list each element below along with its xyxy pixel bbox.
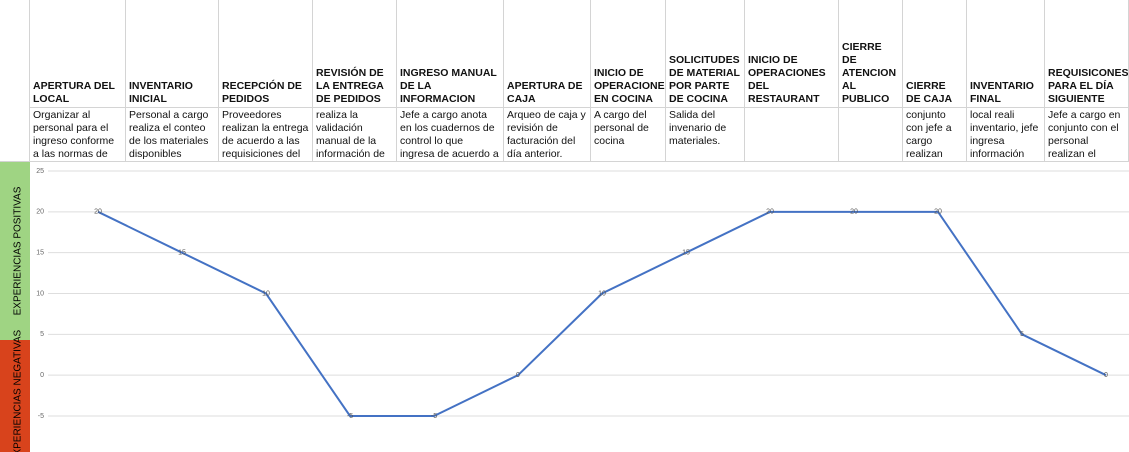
description-cell: A cargo del personal de cocina bbox=[591, 108, 666, 162]
data-label: 15 bbox=[682, 250, 690, 257]
column-header: INICIO DE OPERACIONES DEL RESTAURANT bbox=[745, 0, 839, 108]
description-cell: Personal a cargo realiza el conteo de lo… bbox=[126, 108, 219, 162]
column-header: REVISIÓN DE LA ENTREGA DE PEDIDOS bbox=[313, 0, 397, 108]
description-cell: local reali inventario, jefe ingresa inf… bbox=[967, 108, 1045, 162]
data-label: -5 bbox=[431, 413, 437, 420]
header-text: APERTURA DEL LOCAL bbox=[33, 80, 115, 105]
y-tick-label: 25 bbox=[36, 168, 44, 175]
description-cell bbox=[839, 108, 903, 162]
data-label: 20 bbox=[94, 209, 102, 216]
description-cell: Jefe a cargo anota en los cuadernos de c… bbox=[397, 108, 504, 162]
y-tick-label: 0 bbox=[40, 372, 44, 379]
data-label: 0 bbox=[1104, 372, 1108, 379]
column-header: INGRESO MANUAL DE LA INFORMACION bbox=[397, 0, 504, 108]
column-header: CIERRE DE ATENCION AL PUBLICO bbox=[839, 0, 903, 108]
description-cell: realiza la validación manual de la infor… bbox=[313, 108, 397, 162]
description-cell: conjunto con jefe a cargo realizan arque… bbox=[903, 108, 967, 162]
data-label: 20 bbox=[766, 209, 774, 216]
description-cell: Salida del invenario de materiales. bbox=[666, 108, 745, 162]
header-text: APERTURA DE CAJA bbox=[507, 80, 583, 105]
header-text: INICIO DE OPERACIONES DEL RESTAURANT bbox=[748, 54, 826, 105]
column-header: INICIO DE OPERACIONES EN COCINA bbox=[591, 0, 666, 108]
column-header: CIERRE DE CAJA bbox=[903, 0, 967, 108]
y-tick-label: -5 bbox=[38, 413, 44, 420]
y-tick-label: 10 bbox=[36, 290, 44, 297]
negative-label: EXPERIENCIAS NEGATIVAS bbox=[13, 329, 24, 452]
y-tick-label: 5 bbox=[40, 331, 44, 338]
header-text: INGRESO MANUAL DE LA INFORMACION bbox=[400, 67, 497, 105]
description-cell: Proveedores realizan la entrega de acuer… bbox=[219, 108, 313, 162]
header-text: REQUISICONES PARA EL DÍA SIGUIENTE bbox=[1048, 67, 1129, 105]
corner-cell bbox=[0, 0, 30, 162]
data-label: 20 bbox=[934, 209, 942, 216]
header-text: INVENTARIO INICIAL bbox=[129, 80, 193, 105]
data-label: 15 bbox=[178, 250, 186, 257]
column-header: APERTURA DEL LOCAL bbox=[30, 0, 126, 108]
column-header: REQUISICONES PARA EL DÍA SIGUIENTE bbox=[1045, 0, 1129, 108]
y-tick-label: 20 bbox=[36, 209, 44, 216]
column-header: RECEPCIÓN DE PEDIDOS bbox=[219, 0, 313, 108]
description-cell bbox=[745, 108, 839, 162]
column-header: INVENTARIO FINAL bbox=[967, 0, 1045, 108]
column-header: INVENTARIO INICIAL bbox=[126, 0, 219, 108]
description-cell: Organizar al personal para el ingreso co… bbox=[30, 108, 126, 162]
header-text: REVISIÓN DE LA ENTREGA DE PEDIDOS bbox=[316, 67, 384, 105]
header-text: SOLICITUDES DE MATERIAL POR PARTE DE COC… bbox=[669, 54, 740, 105]
column-header: APERTURA DE CAJA bbox=[504, 0, 591, 108]
data-label: 0 bbox=[516, 372, 520, 379]
positive-label: EXPERIENCIAS POSITIVAS bbox=[13, 186, 24, 315]
line bbox=[97, 210, 1107, 417]
y-tick-label: 15 bbox=[36, 250, 44, 257]
data-label: 5 bbox=[1020, 331, 1024, 338]
header-text: CIERRE DE ATENCION AL PUBLICO bbox=[842, 41, 897, 105]
description-cell: Arqueo de caja y revisión de facturación… bbox=[504, 108, 591, 162]
header-text: CIERRE DE CAJA bbox=[906, 80, 953, 105]
data-label: 10 bbox=[598, 290, 606, 297]
data-label: 10 bbox=[262, 290, 270, 297]
column-header: SOLICITUDES DE MATERIAL POR PARTE DE COC… bbox=[666, 0, 745, 108]
header-text: RECEPCIÓN DE PEDIDOS bbox=[222, 80, 302, 105]
data-label: -5 bbox=[347, 413, 353, 420]
data-label: 20 bbox=[850, 209, 858, 216]
header-text: INICIO DE OPERACIONES EN COCINA bbox=[594, 67, 666, 105]
header-text: INVENTARIO FINAL bbox=[970, 80, 1034, 105]
negative-band bbox=[0, 340, 30, 452]
positive-band bbox=[0, 162, 30, 340]
